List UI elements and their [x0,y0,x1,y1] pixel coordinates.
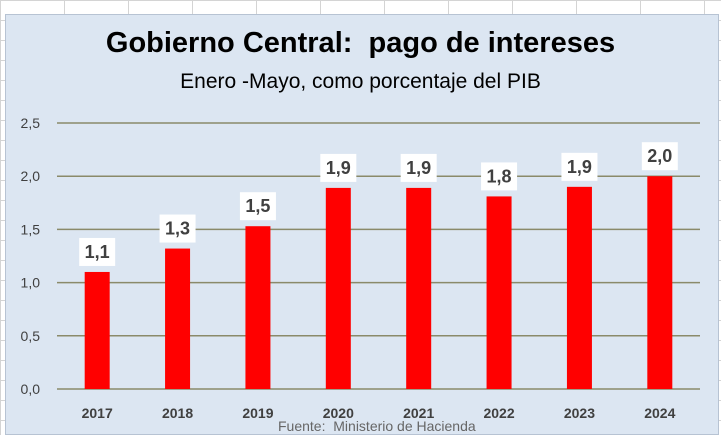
data-label-box [320,153,357,182]
y-tick-label: 0,5 [21,328,41,344]
bars [84,176,673,389]
category-label: 2017 [82,405,113,421]
data-label: 1,9 [406,158,431,178]
bar [486,196,512,389]
category-label: 2022 [483,405,514,421]
data-label-box [561,152,598,181]
y-tick-label: 0,0 [21,381,41,397]
data-label: 1,5 [245,196,270,216]
chart-area[interactable] [5,14,719,435]
x-axis-category-labels: 2017 2018 2019 2020 2021 2022 2023 2024 [82,405,676,421]
chart-subtitle: Enero -Mayo, como porcentaje del PIB [180,70,541,93]
bar [165,248,191,389]
data-label-box [159,214,196,243]
data-label: 1,8 [487,166,512,186]
y-tick-label: 2,5 [21,115,41,131]
y-tick-label: 1,5 [21,221,41,237]
data-label-box [239,192,276,221]
bar [325,187,351,389]
y-tick-label: 2,0 [21,168,41,184]
data-label-box [400,153,437,182]
bar [566,186,592,389]
bar [245,226,271,389]
chart-title: Gobierno Central: pago de intereses [105,27,616,59]
data-label: 1,9 [567,157,592,177]
category-label: 2018 [162,405,193,421]
data-label: 1,9 [326,158,351,178]
bar [406,187,432,389]
category-label: 2019 [242,405,273,421]
category-label: 2021 [403,405,434,421]
data-label-box [641,142,678,171]
data-labels: 1,1 1,3 1,5 1,9 1,9 1,8 1,9 2,0 [79,142,678,266]
bar [84,271,110,389]
source-note: Fuente: Ministerio de Hacienda [278,418,476,434]
y-tick-label: 1,0 [21,275,41,291]
category-label: 2024 [644,405,675,421]
gridlines [57,122,700,390]
data-label-box [79,237,116,266]
data-label: 1,1 [85,242,110,262]
category-label: 2020 [323,405,354,421]
y-axis-tick-labels: 0,0 0,5 1,0 1,5 2,0 2,5 [21,115,41,397]
category-label: 2023 [564,405,595,421]
data-label: 1,3 [165,219,190,239]
data-label-box [481,162,518,191]
bar [647,176,673,389]
data-label: 2,0 [647,146,672,166]
